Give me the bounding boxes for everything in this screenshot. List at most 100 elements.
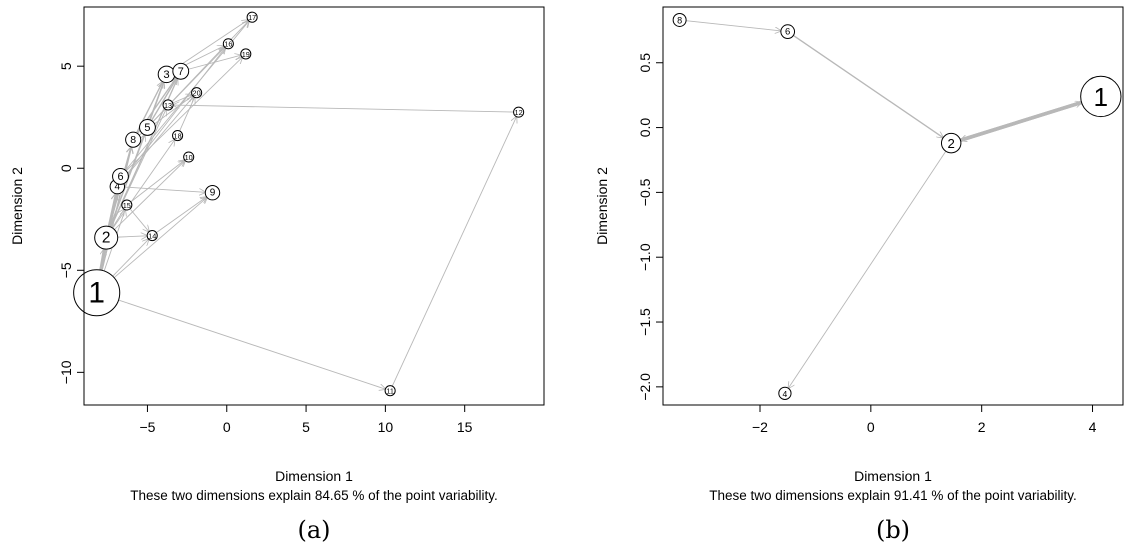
node-circle [778, 386, 792, 400]
edge-arrow [179, 97, 195, 132]
node-label: 18 [174, 132, 182, 141]
edge-arrow [129, 208, 149, 232]
panel-label: (a) [297, 516, 330, 544]
node-circle [94, 225, 119, 250]
y-tick-label: −10 [58, 360, 74, 384]
edge-arrow [124, 186, 205, 192]
node-circle [125, 131, 142, 148]
edge-arrow [110, 110, 166, 228]
x-axis-label: Dimension 1 [854, 468, 932, 484]
node-circle [172, 130, 184, 142]
node-label: 19 [242, 50, 250, 59]
edge-arrow [118, 299, 386, 389]
x-tick-label: 15 [457, 419, 473, 435]
edge-arrow [121, 97, 193, 182]
node-label: 13 [164, 101, 172, 110]
y-tick-label: 0.5 [637, 53, 653, 73]
node-label: 16 [224, 40, 232, 49]
node-label: 3 [163, 69, 169, 81]
node-circle [513, 106, 525, 118]
node-circle [222, 38, 234, 50]
node-circle [73, 269, 121, 317]
x-tick-label: 2 [978, 419, 986, 435]
x-tick-label: 0 [223, 419, 231, 435]
y-tick-label: −0.5 [637, 178, 653, 206]
node-label: 15 [123, 201, 131, 210]
node-label: 1 [1094, 82, 1109, 112]
x-tick-label: 5 [302, 419, 310, 435]
node-label: 2 [948, 136, 955, 151]
node-label: 9 [210, 188, 216, 199]
x-tick-label: 4 [1089, 419, 1097, 435]
node-label: 7 [178, 66, 184, 78]
edge-arrow [156, 197, 206, 234]
edge-arrow [792, 34, 943, 137]
edge-arrow [188, 55, 241, 70]
node-label: 2 [102, 230, 111, 247]
edge-arrow [172, 95, 192, 104]
y-tick-label: 0.0 [637, 118, 653, 138]
edge-arrow [130, 160, 185, 203]
edge-arrow [173, 105, 514, 113]
edge-arrow [113, 197, 207, 279]
edge-layer [686, 20, 1082, 389]
edge-arrow [959, 102, 1081, 142]
node-circle [384, 385, 396, 397]
variability-caption: These two dimensions explain 84.65 % of … [130, 488, 497, 503]
node-circle [183, 151, 195, 163]
edge-arrow [117, 236, 147, 237]
node-label: 4 [783, 389, 788, 399]
y-axis-label: Dimension 2 [9, 167, 25, 245]
node-circle [246, 11, 258, 23]
edge-arrow [173, 20, 248, 71]
edge-arrow [114, 161, 185, 230]
node-label: 20 [193, 89, 201, 98]
node-label: 10 [185, 153, 193, 162]
edge-arrow [391, 117, 516, 387]
y-axis-ticks: −10 −5 0 5 [58, 62, 85, 384]
plot-frame [662, 6, 1124, 406]
y-axis-ticks: −2.0 −1.5 −1.0 −0.5 0.0 0.5 [637, 53, 664, 401]
y-tick-label: 5 [58, 62, 74, 70]
y-tick-label: −1.5 [637, 308, 653, 336]
node-label: 1 [88, 277, 105, 310]
x-tick-label: 10 [378, 419, 394, 435]
node-label: 8 [130, 134, 136, 146]
y-axis-label: Dimension 2 [594, 167, 610, 245]
edge-arrow [150, 78, 176, 121]
panel-label: (b) [876, 516, 910, 544]
edge-arrow [125, 57, 242, 172]
node-circle [139, 119, 156, 136]
x-tick-label: −2 [752, 419, 768, 435]
edge-arrow [788, 150, 947, 388]
node-layer: 1 2 4 6 8 [672, 12, 1122, 400]
node-circle [172, 62, 190, 80]
node-circle [204, 185, 221, 201]
y-tick-label: −2.0 [637, 373, 653, 401]
node-label: 14 [148, 232, 156, 241]
node-circle [672, 12, 687, 27]
x-tick-label: 0 [867, 419, 875, 435]
edge-arrow [686, 20, 781, 31]
edge-arrow [101, 147, 131, 271]
node-circle [1080, 75, 1122, 118]
edge-arrow [149, 82, 164, 121]
node-circle [240, 48, 252, 60]
node-label: 8 [677, 15, 682, 25]
node-label: 5 [144, 122, 150, 134]
x-axis-ticks: −5 0 5 10 15 [139, 404, 473, 435]
node-label: 12 [515, 108, 523, 117]
node-circle [940, 132, 962, 154]
chart-panel-b: 1 2 4 6 8 −2 0 2 4 −2.0 −1.5 −1.0 −0.5 0.0 0.5 Dimen… [594, 6, 1124, 544]
x-axis-ticks: −2 0 2 4 [752, 404, 1097, 435]
x-tick-label: −5 [139, 419, 155, 435]
node-label: 6 [785, 27, 790, 38]
node-circle [780, 24, 796, 39]
y-tick-label: −5 [58, 262, 74, 278]
y-tick-label: −1.0 [637, 243, 653, 271]
node-circle [112, 167, 129, 185]
node-circle [146, 230, 158, 242]
